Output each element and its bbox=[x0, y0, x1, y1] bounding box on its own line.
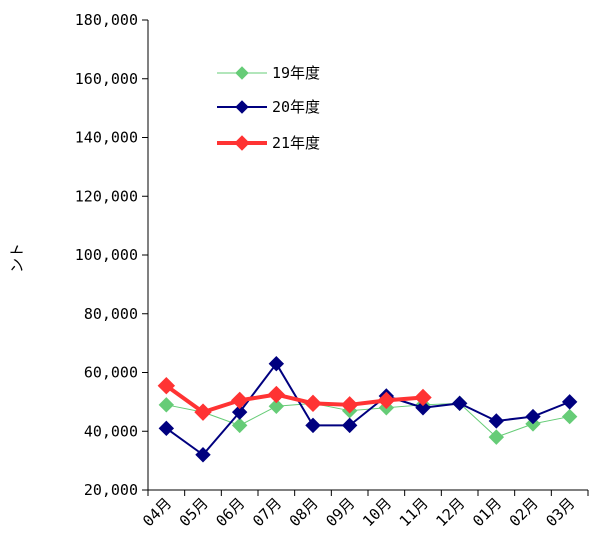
data-point bbox=[268, 355, 285, 372]
series-lines bbox=[157, 355, 578, 463]
data-point bbox=[195, 447, 211, 463]
y-tick-label: 120,000 bbox=[75, 187, 138, 205]
data-point bbox=[488, 413, 505, 429]
data-point bbox=[451, 395, 468, 412]
data-point bbox=[414, 388, 432, 407]
data-point bbox=[305, 417, 321, 434]
data-point bbox=[158, 397, 175, 413]
data-point bbox=[158, 420, 175, 437]
legend-marker bbox=[234, 135, 250, 151]
data-point bbox=[157, 377, 176, 395]
data-point bbox=[340, 396, 359, 414]
x-tick-label: 10月 bbox=[359, 494, 395, 530]
legend-label: 19年度 bbox=[272, 64, 320, 82]
data-point bbox=[304, 394, 322, 413]
x-tick-label: 01月 bbox=[469, 494, 505, 530]
legend-marker bbox=[235, 66, 249, 80]
x-tick-label: 05月 bbox=[176, 494, 212, 530]
data-point bbox=[561, 408, 578, 425]
data-point bbox=[268, 398, 285, 414]
x-tick-label: 02月 bbox=[506, 494, 542, 530]
axes: 20,000 40,000 60,000 80,000 100,000 120,000 14… bbox=[8, 11, 589, 530]
y-tick-label: 20,000 bbox=[84, 481, 138, 499]
y-tick-label: 180,000 bbox=[75, 11, 138, 29]
data-point bbox=[194, 403, 212, 421]
legend-label: 21年度 bbox=[272, 134, 320, 152]
y-tick-label: 60,000 bbox=[84, 364, 138, 382]
x-tick-label: 03月 bbox=[542, 494, 578, 530]
x-tick-label: 11月 bbox=[396, 494, 432, 530]
data-point bbox=[488, 429, 505, 445]
x-tick-label: 09月 bbox=[322, 494, 358, 530]
y-tick-label: 100,000 bbox=[75, 246, 138, 264]
legend: 19年度 20年度 21年度 bbox=[217, 64, 320, 152]
y-tick-label: 40,000 bbox=[84, 422, 138, 440]
y-axis-label: ント bbox=[8, 243, 26, 273]
series-line-1 bbox=[166, 402, 570, 438]
data-point bbox=[231, 404, 248, 420]
y-tick-label: 160,000 bbox=[75, 70, 138, 88]
x-tick-label: 12月 bbox=[432, 494, 468, 530]
legend-marker bbox=[235, 100, 249, 114]
x-tick-label: 08月 bbox=[286, 494, 322, 530]
data-point bbox=[230, 391, 249, 410]
data-point bbox=[561, 394, 578, 410]
data-point bbox=[525, 408, 541, 425]
data-point bbox=[341, 417, 358, 434]
x-tick-label: 04月 bbox=[139, 494, 175, 530]
data-point bbox=[231, 417, 248, 434]
x-tick-label: 06月 bbox=[212, 494, 248, 530]
y-tick-label: 80,000 bbox=[84, 305, 138, 323]
x-tick-label: 07月 bbox=[249, 494, 285, 530]
data-point bbox=[377, 391, 396, 410]
data-point bbox=[415, 400, 431, 416]
legend-label: 20年度 bbox=[272, 98, 320, 116]
data-point bbox=[267, 385, 286, 404]
y-tick-label: 140,000 bbox=[75, 129, 138, 147]
